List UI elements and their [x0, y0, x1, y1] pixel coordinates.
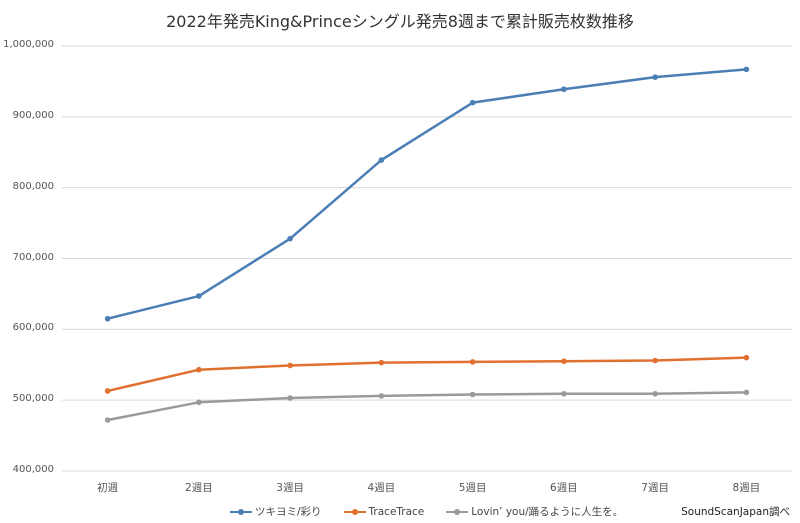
legend-label: Lovin’ you/踊るように人生を。 [471, 506, 624, 518]
data-point-marker[interactable] [104, 315, 111, 322]
data-point-marker[interactable] [287, 362, 293, 369]
data-point-marker[interactable] [469, 99, 476, 106]
data-point-marker[interactable] [104, 388, 111, 394]
legend-item-tracetrace[interactable]: TraceTrace [343, 505, 425, 518]
data-point-marker[interactable] [104, 417, 111, 423]
series-lines [104, 66, 750, 423]
x-tick-label: 初週 [97, 482, 119, 494]
y-tick-label: 800,000 [12, 180, 54, 192]
y-tick-label: 600,000 [12, 322, 54, 334]
data-point-marker[interactable] [287, 395, 293, 401]
data-point-marker[interactable] [287, 235, 293, 242]
data-point-marker[interactable] [469, 391, 476, 398]
y-tick-label: 1,000,000 [3, 39, 54, 50]
y-tick-label: 900,000 [12, 109, 54, 121]
legend-label: TraceTrace [368, 505, 425, 518]
source-note: SoundScanJapan調べ [681, 506, 790, 518]
series-line [107, 391, 747, 422]
data-point-marker[interactable] [743, 66, 750, 73]
data-point-marker[interactable] [561, 86, 567, 93]
legend: ツキヨミ/彩り TraceTrace Lovin’ you/踊るように人生を。 [230, 504, 645, 519]
data-point-marker[interactable] [196, 399, 202, 406]
legend-swatch-gray-icon [446, 508, 469, 515]
y-tick-label: 400,000 [12, 464, 54, 475]
data-point-marker[interactable] [196, 293, 202, 299]
series-line [107, 356, 747, 393]
data-point-marker[interactable] [743, 389, 750, 396]
chart-title: 2022年発売King&Princeシングル発売8週まで累計販売枚数推移 [166, 12, 634, 31]
legend-item-lovin-you[interactable]: Lovin’ you/踊るように人生を。 [446, 504, 623, 519]
data-point-marker[interactable] [378, 157, 385, 163]
x-tick-label: 6週目 [550, 482, 578, 494]
x-tick-label: 3週目 [276, 482, 304, 494]
gridlines [62, 45, 792, 472]
data-point-marker[interactable] [196, 366, 202, 373]
data-point-marker[interactable] [561, 358, 567, 365]
data-point-marker[interactable] [378, 393, 385, 399]
legend-swatch-orange-icon [343, 508, 366, 515]
data-point-marker[interactable] [378, 359, 385, 366]
x-tick-label: 5週目 [458, 482, 487, 494]
x-tick-label: 2週目 [185, 482, 213, 494]
data-point-marker[interactable] [561, 390, 567, 397]
x-tick-label: 4週目 [367, 482, 396, 494]
data-point-marker[interactable] [652, 390, 658, 397]
legend-label: ツキヨミ/彩り [255, 506, 322, 518]
data-point-marker[interactable] [469, 359, 476, 365]
x-tick-label: 7週目 [641, 482, 669, 494]
series-line [107, 68, 747, 320]
data-point-marker[interactable] [743, 354, 750, 361]
legend-item-tsukiyomi[interactable]: ツキヨミ/彩り [230, 504, 322, 519]
x-tick-label: 8週目 [732, 482, 761, 494]
data-point-marker[interactable] [652, 74, 658, 80]
y-tick-label: 500,000 [12, 393, 54, 405]
legend-swatch-blue-icon [230, 508, 252, 515]
data-point-marker[interactable] [652, 357, 658, 364]
y-tick-label: 700,000 [12, 251, 54, 263]
